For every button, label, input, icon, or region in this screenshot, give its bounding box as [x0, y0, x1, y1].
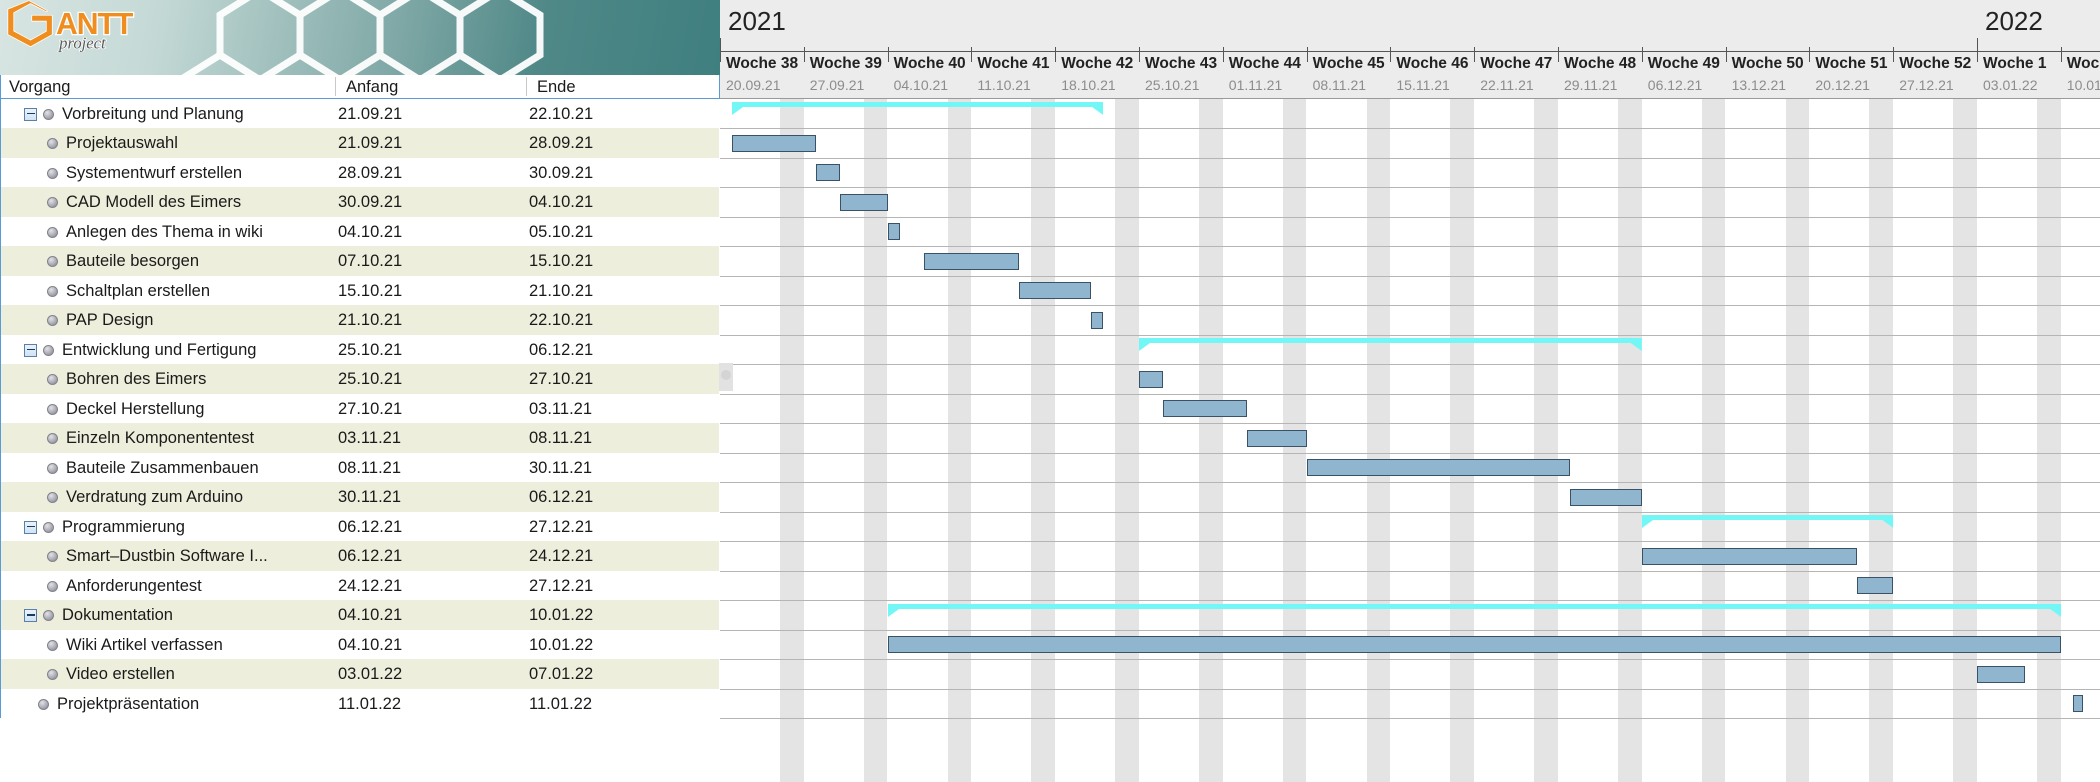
svg-text:project: project: [58, 33, 106, 52]
